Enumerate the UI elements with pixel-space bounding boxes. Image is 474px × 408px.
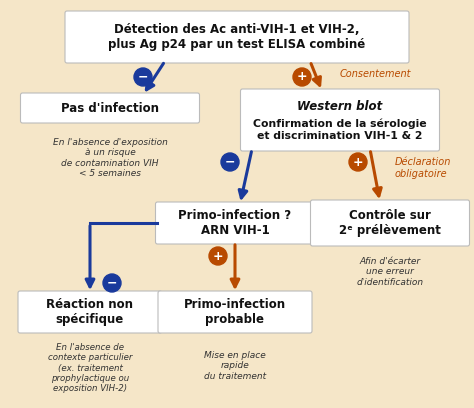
Text: +: + <box>297 71 307 84</box>
Text: Détection des Ac anti-VIH-1 et VIH-2,
plus Ag p24 par un test ELISA combiné: Détection des Ac anti-VIH-1 et VIH-2, pl… <box>109 23 365 51</box>
FancyBboxPatch shape <box>65 11 409 63</box>
Text: Mise en place
rapide
du traitement: Mise en place rapide du traitement <box>204 351 266 381</box>
Text: Réaction non
spécifique: Réaction non spécifique <box>46 298 134 326</box>
Text: Pas d'infection: Pas d'infection <box>61 102 159 115</box>
Text: −: − <box>138 71 148 84</box>
Text: Western blot: Western blot <box>297 100 383 113</box>
Circle shape <box>103 274 121 292</box>
Text: Confirmation de la sérologie
et discrimination VIH-1 & 2: Confirmation de la sérologie et discrimi… <box>253 119 427 141</box>
Text: Déclaration
obligatoire: Déclaration obligatoire <box>395 157 451 179</box>
FancyBboxPatch shape <box>158 291 312 333</box>
Text: −: − <box>107 277 117 290</box>
Text: +: + <box>353 155 363 169</box>
Circle shape <box>134 68 152 86</box>
FancyBboxPatch shape <box>155 202 315 244</box>
FancyBboxPatch shape <box>18 291 162 333</box>
FancyBboxPatch shape <box>20 93 200 123</box>
Text: +: + <box>213 250 223 262</box>
Text: Primo-infection ?
ARN VIH-1: Primo-infection ? ARN VIH-1 <box>178 209 292 237</box>
Circle shape <box>349 153 367 171</box>
Text: Consentement: Consentement <box>340 69 411 79</box>
Text: En l'absence de
contexte particulier
(ex. traitement
prophylactique ou
expositio: En l'absence de contexte particulier (ex… <box>48 343 132 393</box>
FancyBboxPatch shape <box>310 200 470 246</box>
FancyBboxPatch shape <box>240 89 439 151</box>
Circle shape <box>209 247 227 265</box>
Text: −: − <box>225 155 235 169</box>
Circle shape <box>221 153 239 171</box>
Circle shape <box>293 68 311 86</box>
Text: En l'absence d'exposition
à un risque
de contamination VIH
< 5 semaines: En l'absence d'exposition à un risque de… <box>53 138 167 178</box>
Text: Afin d'écarter
une erreur
d'identification: Afin d'écarter une erreur d'identificati… <box>356 257 424 287</box>
Text: Contrôle sur
2ᵉ prélèvement: Contrôle sur 2ᵉ prélèvement <box>339 209 441 237</box>
Text: Primo-infection
probable: Primo-infection probable <box>184 298 286 326</box>
